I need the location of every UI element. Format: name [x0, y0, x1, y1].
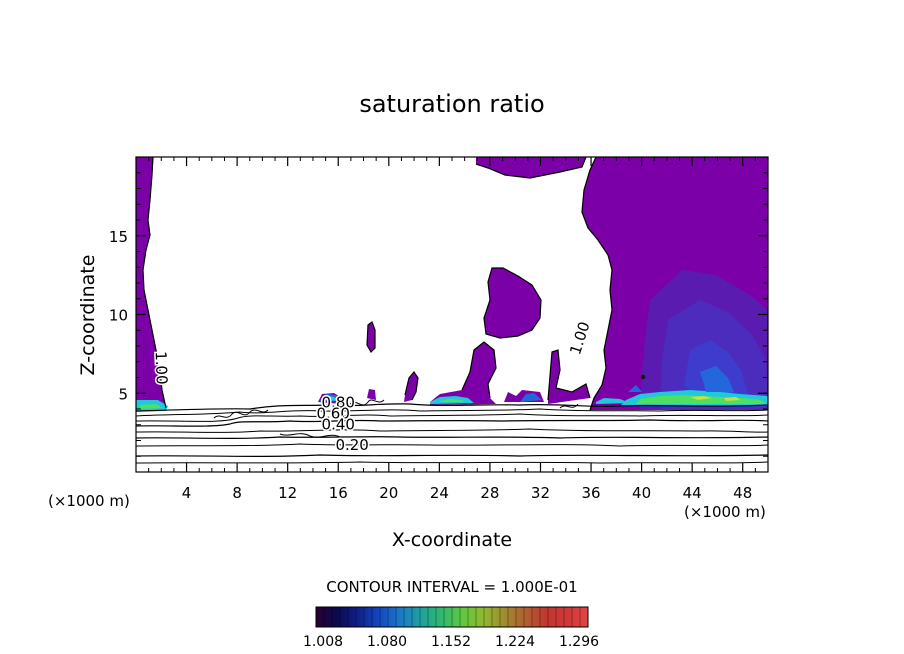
contour-label-halo: 1.00	[152, 351, 171, 385]
contour-label: 0.20	[335, 436, 368, 454]
x-tick-label: 40	[632, 484, 651, 502]
x-tick-label: 48	[733, 484, 752, 502]
x-axis-label: X-coordinate	[392, 529, 512, 551]
chart-title: saturation ratio	[359, 90, 544, 118]
y-axis: 5 10 15	[109, 172, 768, 457]
green-spot-left	[140, 404, 162, 409]
contour-label: 0.80	[322, 393, 355, 411]
x-tick-label: 12	[278, 484, 297, 502]
supersaturated-blob-26	[430, 342, 496, 405]
colorbar: 1.008 1.080 1.152 1.224 1.296	[303, 606, 599, 650]
x-tick-label: 28	[480, 484, 499, 502]
x-tick-label: 44	[683, 484, 702, 502]
contour-label: 1.00	[152, 351, 171, 385]
contour-interval-text: CONTOUR INTERVAL = 1.000E-01	[326, 578, 577, 596]
x-tick-label: 32	[531, 484, 550, 502]
x-axis: 4 8 12 16 20 24 28 32 36 40 44 48	[148, 157, 756, 502]
contour-label-halo: 0.40	[322, 415, 355, 433]
high-saturation-cells	[320, 374, 768, 406]
contour-lines	[136, 399, 768, 464]
supersaturated-blob-19	[367, 389, 376, 400]
x-tick-label: 4	[182, 484, 192, 502]
saturation-contours	[142, 157, 613, 411]
colorbar-tick-label: 1.080	[367, 634, 407, 650]
plot-area	[136, 157, 768, 464]
y-axis-label: Z-coordinate	[77, 255, 99, 376]
contour-label-halo: 0.60	[316, 404, 349, 422]
contour-label-halo: 0.20	[335, 436, 368, 454]
colorbar-tick-label: 1.296	[559, 634, 599, 650]
supersaturated-region-left	[136, 157, 166, 410]
x-tick-label: 16	[329, 484, 348, 502]
x-tick-label: 8	[232, 484, 242, 502]
y-tick-label: 5	[118, 385, 128, 403]
supersaturated-blob-30	[484, 268, 541, 338]
contour-label-halo: 0.80	[322, 393, 355, 411]
x-axis-unit-left: (×1000 m)	[48, 492, 130, 510]
contour-label: 1.00	[566, 319, 593, 356]
supersaturated-blob-18	[367, 322, 375, 352]
x-tick-label: 36	[581, 484, 600, 502]
colorbar-tick-label: 1.008	[303, 634, 343, 650]
x-axis-unit-right: (×1000 m)	[684, 503, 766, 521]
supersaturated-region-top	[476, 157, 586, 178]
colorbar-tick-label: 1.152	[431, 634, 471, 650]
supersaturated-blob-34	[548, 350, 590, 404]
colorbar-tick-label: 1.224	[495, 634, 535, 650]
contour-label: 0.40	[322, 415, 355, 433]
y-tick-label: 10	[109, 307, 128, 325]
x-tick-label: 20	[379, 484, 398, 502]
y-tick-label: 15	[109, 228, 128, 246]
contour-label: 0.60	[316, 404, 349, 422]
x-tick-label: 24	[430, 484, 449, 502]
